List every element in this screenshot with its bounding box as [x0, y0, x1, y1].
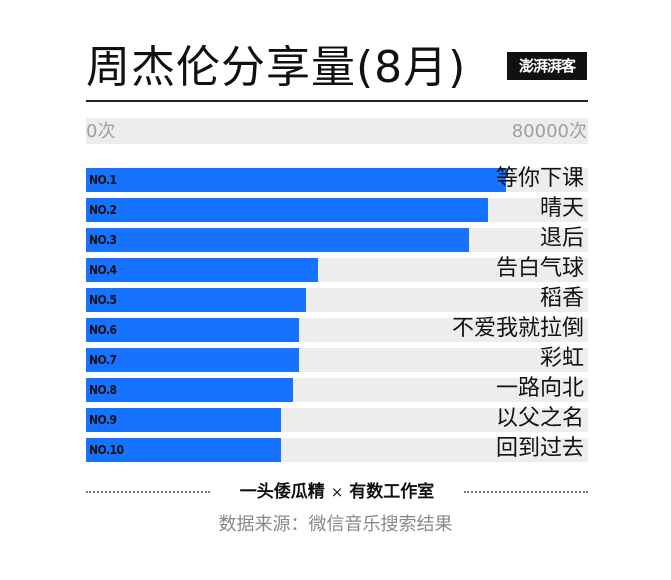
bar-row: NO.2 晴天: [86, 196, 588, 222]
bar-row: NO.10 回到过去: [86, 436, 588, 462]
brand-logo: 澎湃湃客: [507, 52, 587, 80]
bar-row: NO.1 等你下课: [86, 166, 588, 192]
credit-row: 一头倭瓜精 × 有数工作室: [86, 480, 588, 504]
data-source: 数据来源：微信音乐搜索结果: [218, 514, 453, 535]
rank-label: NO.8: [89, 383, 117, 397]
song-label: 晴天: [539, 196, 584, 221]
page-title: 周杰伦分享量(8月): [86, 42, 467, 93]
bar: [86, 288, 306, 312]
song-label: 以父之名: [495, 406, 584, 431]
bar: [86, 318, 299, 342]
bar-chart: NO.1 等你下课 NO.2 晴天 NO.3 退后 NO.4 告白气球 NO.5 稻香 NO.6 不爱…: [86, 166, 588, 468]
rank-label: NO.3: [89, 233, 117, 247]
song-label: 回到过去: [495, 436, 584, 461]
song-label: 稻香: [539, 286, 584, 311]
rank-label: NO.10: [89, 443, 124, 457]
bar: [86, 258, 318, 282]
bar: [86, 378, 293, 402]
rank-label: NO.9: [89, 413, 117, 427]
bar-row: NO.5 稻香: [86, 286, 588, 312]
title-divider: [86, 100, 588, 102]
bar-row: NO.6 不爱我就拉倒: [86, 316, 588, 342]
bar-row: NO.9 以父之名: [86, 406, 588, 432]
rank-label: NO.4: [89, 263, 117, 277]
studio-name: 有数工作室: [349, 482, 435, 502]
song-label: 一路向北: [495, 376, 584, 401]
rank-label: NO.6: [89, 323, 117, 337]
axis-max-label: 80000次: [511, 121, 587, 142]
credit-line: 一头倭瓜精 × 有数工作室: [86, 480, 588, 504]
song-label: 彩虹: [539, 346, 584, 371]
bar-row: NO.8 一路向北: [86, 376, 588, 402]
song-label: 退后: [539, 226, 584, 251]
rank-label: NO.7: [89, 353, 117, 367]
dotted-divider-left: [86, 491, 210, 493]
rank-label: NO.1: [89, 173, 117, 187]
song-label: 不爱我就拉倒: [451, 316, 584, 341]
rank-label: NO.2: [89, 203, 117, 217]
rank-label: NO.5: [89, 293, 117, 307]
bar-row: NO.7 彩虹: [86, 346, 588, 372]
song-label: 等你下课: [495, 166, 584, 191]
song-label: 告白气球: [495, 256, 584, 281]
bar: [86, 408, 281, 432]
bar: [86, 168, 506, 192]
bar: [86, 198, 488, 222]
times-symbol: ×: [330, 483, 344, 501]
author-name: 一头倭瓜精: [239, 482, 325, 502]
bar-row: NO.4 告白气球: [86, 256, 588, 282]
axis-min-label: 0次: [86, 121, 116, 142]
bar-row: NO.3 退后: [86, 226, 588, 252]
axis-band: [86, 118, 588, 144]
bar: [86, 348, 299, 372]
bar: [86, 438, 281, 462]
bar: [86, 228, 469, 252]
dotted-divider-right: [464, 491, 588, 493]
